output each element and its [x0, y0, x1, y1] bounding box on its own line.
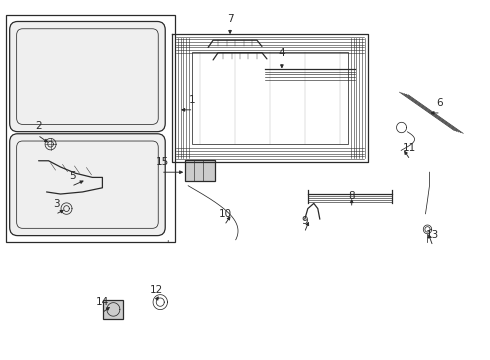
Text: 9: 9: [301, 216, 308, 226]
Text: 3: 3: [53, 199, 60, 208]
Text: 12: 12: [149, 285, 163, 295]
Bar: [192, 51, 348, 144]
Bar: [185, 160, 215, 180]
FancyBboxPatch shape: [10, 22, 165, 132]
Text: 5: 5: [69, 171, 76, 180]
Bar: [103, 300, 123, 319]
Text: 6: 6: [436, 98, 443, 108]
FancyBboxPatch shape: [17, 29, 158, 125]
Text: 10: 10: [219, 209, 232, 219]
FancyBboxPatch shape: [10, 134, 165, 235]
Text: 1: 1: [189, 95, 196, 105]
Bar: [6, 15, 175, 242]
Text: 14: 14: [96, 297, 109, 307]
Text: 15: 15: [156, 157, 169, 167]
Text: 13: 13: [426, 230, 439, 240]
Text: 2: 2: [35, 121, 42, 131]
Text: 8: 8: [348, 191, 355, 201]
Text: 4: 4: [279, 48, 285, 58]
Text: 7: 7: [227, 14, 233, 23]
Text: 11: 11: [403, 144, 416, 153]
FancyBboxPatch shape: [17, 141, 158, 228]
